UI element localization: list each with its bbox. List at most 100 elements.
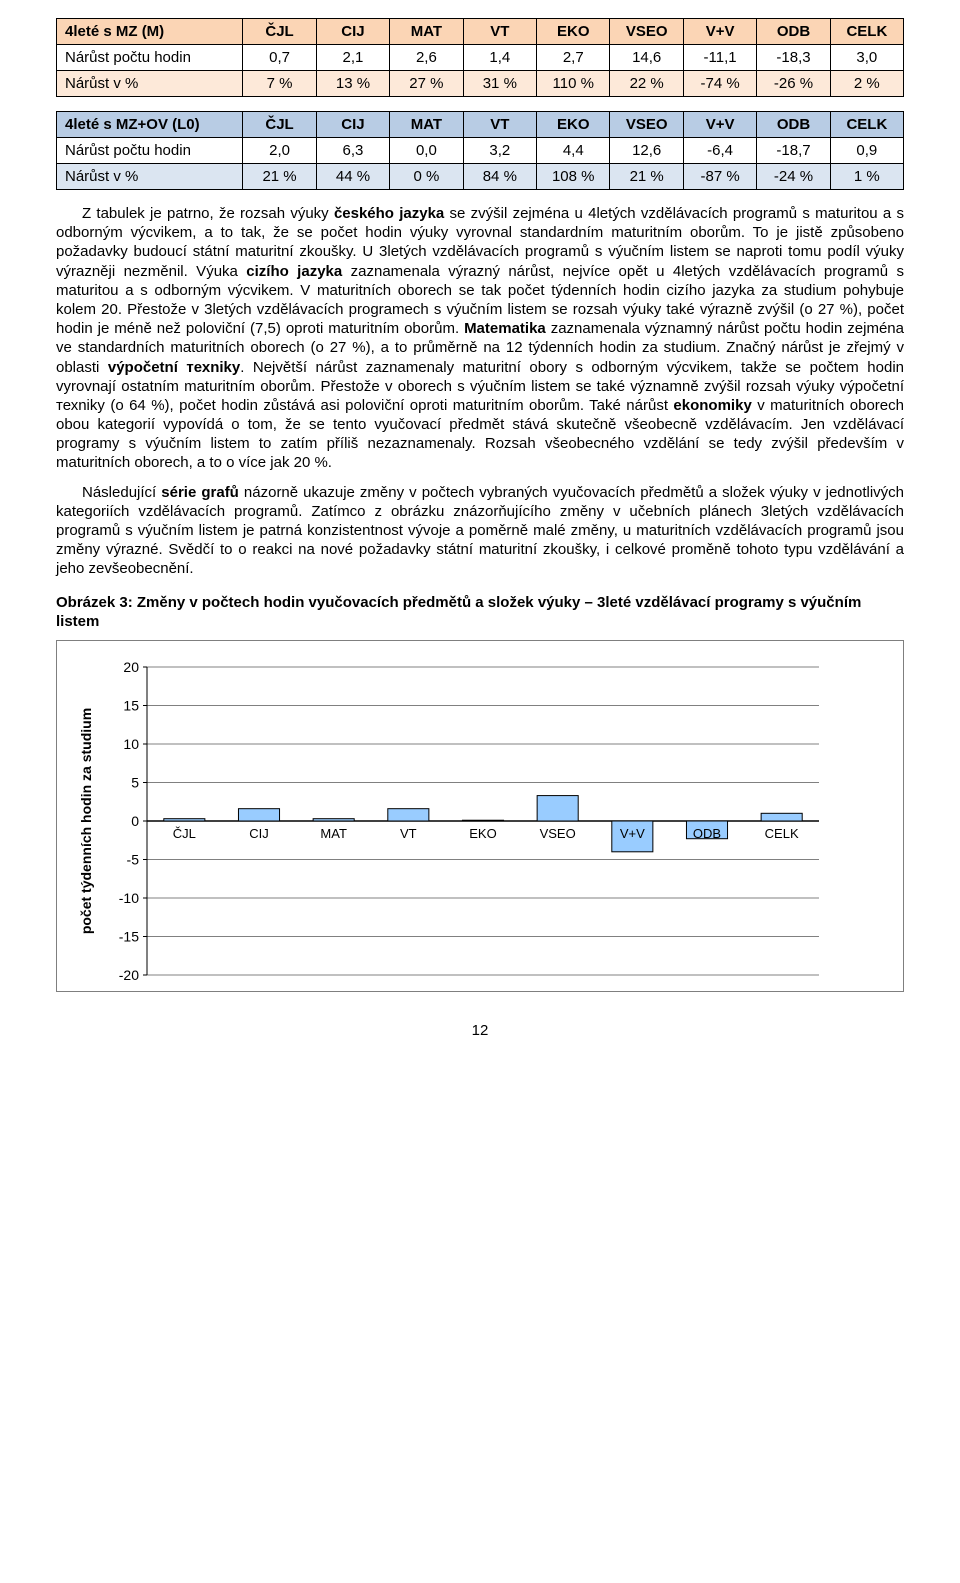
bold-term: Matematika <box>464 320 546 337</box>
svg-text:20: 20 <box>123 661 139 675</box>
text: Následující <box>82 484 161 501</box>
table-cell: -11,1 <box>683 45 756 71</box>
table-row-label: Nárůst počtu hodin <box>57 138 243 164</box>
table-cell: 1 % <box>830 164 903 190</box>
table-cell: 21 % <box>243 164 316 190</box>
bar <box>537 795 578 820</box>
table-header-cell: MAT <box>390 19 463 45</box>
table-cell: 22 % <box>610 71 683 97</box>
table-cell: 2,0 <box>243 138 316 164</box>
table-cell: 31 % <box>463 71 536 97</box>
table-header-cell: V+V <box>683 112 756 138</box>
table-header-cell: ODB <box>757 112 830 138</box>
category-label: EKO <box>469 826 496 841</box>
table-cell: 3,2 <box>463 138 536 164</box>
chart-container: počet týdenních hodin za studium -20-15-… <box>56 640 904 992</box>
svg-text:15: 15 <box>123 697 139 713</box>
table-cell: 27 % <box>390 71 463 97</box>
svg-text:-5: -5 <box>127 851 140 867</box>
table-header-cell: VT <box>463 112 536 138</box>
table-row-label: Nárůst v % <box>57 164 243 190</box>
table-cell: 2 % <box>830 71 903 97</box>
bold-term: cizího jazyka <box>246 263 342 280</box>
table-cell: 3,0 <box>830 45 903 71</box>
category-label: MAT <box>320 826 347 841</box>
table-cell: 7 % <box>243 71 316 97</box>
svg-text:5: 5 <box>131 774 139 790</box>
table-cell: 12,6 <box>610 138 683 164</box>
bar-chart: -20 -15 -10 -5 0 5 10 15 20 ČJL CIJ MAT VT EKO VSEO V+V… <box>99 661 829 981</box>
chart-ylabel: počet týdenních hodin za studium <box>78 707 94 933</box>
table-header-cell: ČJL <box>243 112 316 138</box>
table-cell: 0,7 <box>243 45 316 71</box>
table-header-cell: 4leté s MZ (M) <box>57 19 243 45</box>
bar <box>462 820 503 821</box>
bold-term: výpočetní техniky <box>108 359 240 376</box>
table-cell: -6,4 <box>683 138 756 164</box>
table-cell: -74 % <box>683 71 756 97</box>
table-cell: 0 % <box>390 164 463 190</box>
bar <box>388 808 429 820</box>
table-header-cell: EKO <box>537 19 610 45</box>
table-cell: -18,3 <box>757 45 830 71</box>
category-label: CIJ <box>249 826 269 841</box>
bar <box>238 808 279 820</box>
category-label: VSEO <box>540 826 576 841</box>
table-header-cell: VSEO <box>610 112 683 138</box>
table-cell: 1,4 <box>463 45 536 71</box>
svg-text:10: 10 <box>123 736 139 752</box>
table-header-cell: CELK <box>830 112 903 138</box>
table-cell: -24 % <box>757 164 830 190</box>
table-cell: 0,0 <box>390 138 463 164</box>
bar <box>313 818 354 820</box>
svg-text:-15: -15 <box>119 928 139 944</box>
table-cell: 2,6 <box>390 45 463 71</box>
category-label: V+V <box>620 826 645 841</box>
table-header-cell: 4leté s MZ+OV (L0) <box>57 112 243 138</box>
bold-term: českého jazyka <box>334 205 444 222</box>
category-label: VT <box>400 826 417 841</box>
table-cell: 2,1 <box>316 45 389 71</box>
table-4lete-mz-ov-l0: 4leté s MZ+OV (L0)ČJLCIJMATVTEKOVSEOV+VO… <box>56 111 904 190</box>
table-cell: 2,7 <box>537 45 610 71</box>
table-cell: 13 % <box>316 71 389 97</box>
table-cell: 84 % <box>463 164 536 190</box>
table-cell: 44 % <box>316 164 389 190</box>
table-cell: 4,4 <box>537 138 610 164</box>
svg-text:0: 0 <box>131 813 139 829</box>
table-cell: -26 % <box>757 71 830 97</box>
bar <box>761 813 802 821</box>
table-header-cell: CIJ <box>316 19 389 45</box>
paragraph-analysis-2: Následující série grafů názorně ukazuje … <box>56 483 904 579</box>
category-label: CELK <box>765 826 799 841</box>
table-4lete-mz-m: 4leté s MZ (M)ČJLCIJMATVTEKOVSEOV+VODBCE… <box>56 18 904 97</box>
table-cell: 108 % <box>537 164 610 190</box>
table-cell: 6,3 <box>316 138 389 164</box>
category-label: ODB <box>693 826 721 841</box>
table-row-label: Nárůst v % <box>57 71 243 97</box>
bold-term: série grafů <box>161 484 239 501</box>
table-cell: -18,7 <box>757 138 830 164</box>
table-header-cell: ODB <box>757 19 830 45</box>
table-cell: -87 % <box>683 164 756 190</box>
table-cell: 0,9 <box>830 138 903 164</box>
bar <box>164 818 205 820</box>
table-header-cell: CELK <box>830 19 903 45</box>
table-cell: 14,6 <box>610 45 683 71</box>
svg-text:-10: -10 <box>119 890 139 906</box>
table-header-cell: VSEO <box>610 19 683 45</box>
text: Z tabulek je patrno, že rozsah výuky <box>82 205 334 222</box>
paragraph-analysis-1: Z tabulek je patrno, že rozsah výuky čes… <box>56 204 904 473</box>
table-cell: 110 % <box>537 71 610 97</box>
table-row-label: Nárůst počtu hodin <box>57 45 243 71</box>
table-cell: 21 % <box>610 164 683 190</box>
table-header-cell: VT <box>463 19 536 45</box>
table-header-cell: MAT <box>390 112 463 138</box>
bold-term: ekonomiky <box>673 397 751 414</box>
table-header-cell: ČJL <box>243 19 316 45</box>
category-label: ČJL <box>173 826 196 841</box>
table-header-cell: CIJ <box>316 112 389 138</box>
table-header-cell: V+V <box>683 19 756 45</box>
page-number: 12 <box>56 1022 904 1039</box>
svg-text:-20: -20 <box>119 967 139 981</box>
